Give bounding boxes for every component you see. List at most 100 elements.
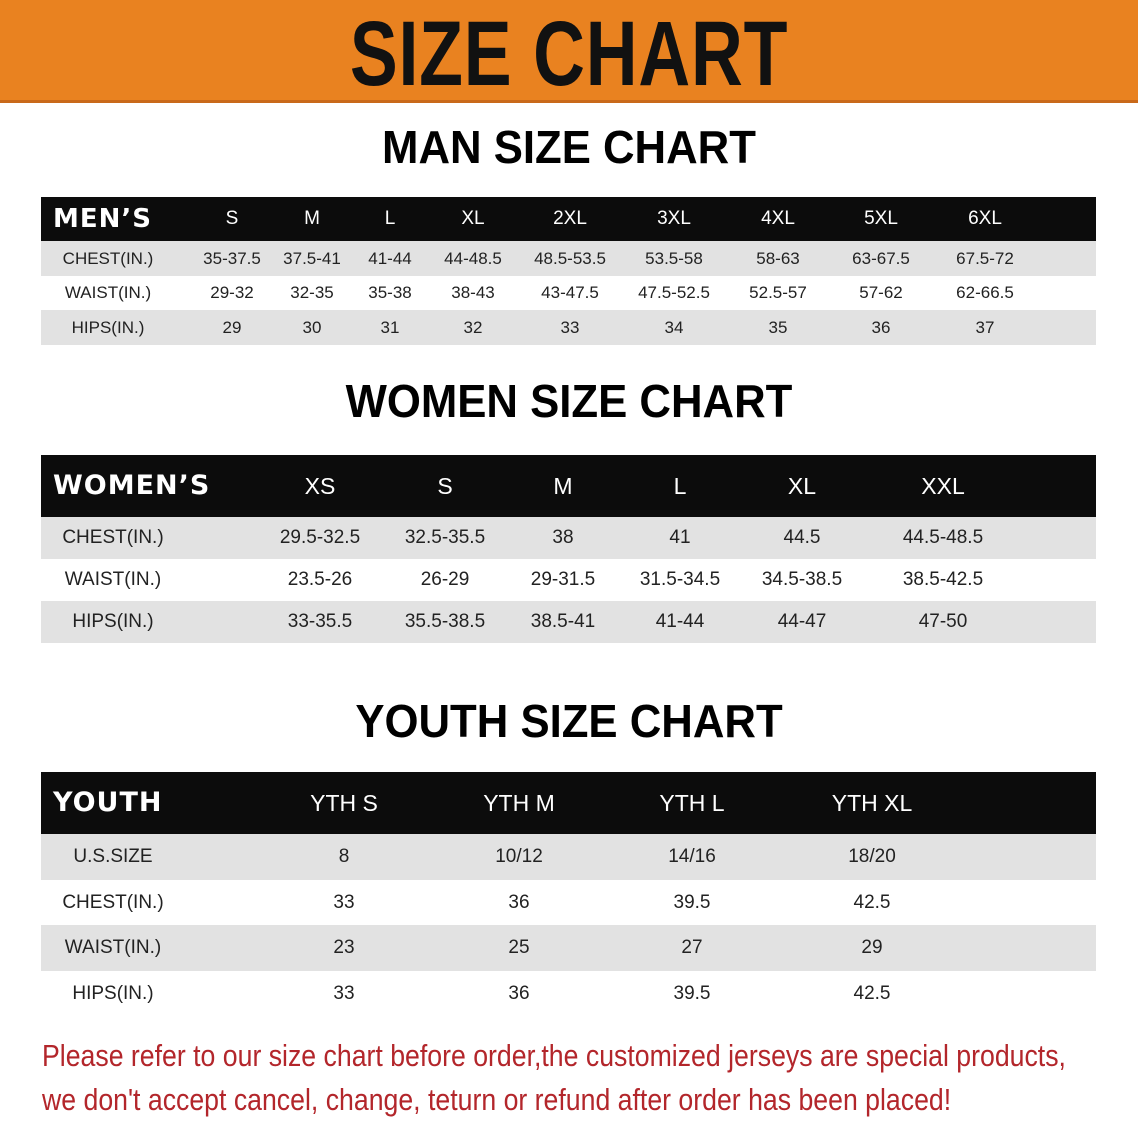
table-cell: 39.5: [673, 982, 711, 1004]
table-cell: 38-43: [451, 283, 495, 303]
row-label: WAIST(IN.): [64, 569, 162, 591]
table-cell: 29: [861, 937, 883, 959]
size-column-header: M: [553, 472, 573, 499]
table-row: HIPS(IN.) 29 30 31 32 33 34 35 36 37: [41, 310, 1096, 345]
women-header-label: WOMEN’S: [53, 470, 211, 502]
table-cell: 52.5-57: [749, 283, 807, 303]
size-column-header: S: [225, 208, 239, 230]
table-cell: 39.5: [673, 891, 711, 913]
size-column-header: YTH XL: [831, 789, 913, 816]
table-cell: 38.5-42.5: [902, 569, 984, 591]
table-cell: 34: [664, 317, 684, 337]
table-row: WAIST(IN.) 23 25 27 29: [41, 925, 1096, 971]
men-section-title: MAN SIZE CHART: [382, 121, 756, 173]
table-cell: 63-67.5: [852, 248, 910, 268]
note-line-2: we don't accept cancel, change, teturn o…: [42, 1082, 952, 1117]
size-column-header: 6XL: [968, 208, 1002, 230]
table-row: U.S.SIZE 8 10/12 14/16 18/20: [41, 834, 1096, 880]
table-cell: 23: [333, 937, 355, 959]
table-cell: 33: [333, 891, 355, 913]
table-cell: 44.5-48.5: [902, 527, 984, 549]
table-cell: 31: [380, 317, 400, 337]
table-cell: 47.5-52.5: [638, 283, 710, 303]
table-row: WAIST(IN.) 23.5-26 26-29 29-31.5 31.5-34.5 34…: [41, 559, 1096, 601]
row-label: WAIST(IN.): [64, 937, 162, 959]
table-cell: 33: [333, 982, 355, 1004]
table-cell: 36: [508, 891, 530, 913]
row-label: HIPS(IN.): [71, 317, 145, 337]
table-cell: 44-48.5: [444, 248, 502, 268]
youth-size-table: YOUTH YTH S YTH M YTH L YTH XL U.S.SIZE 8 10/12…: [41, 772, 1096, 1016]
table-cell: 58-63: [756, 248, 800, 268]
row-label: WAIST(IN.): [64, 283, 152, 303]
table-cell: 35.5-38.5: [404, 611, 486, 633]
table-cell: 32: [463, 317, 483, 337]
table-cell: 29.5-32.5: [279, 527, 361, 549]
table-cell: 30: [302, 317, 322, 337]
youth-section-title: YOUTH SIZE CHART: [355, 695, 783, 747]
size-column-header: 5XL: [864, 208, 898, 230]
table-cell: 25: [508, 937, 530, 959]
row-label: CHEST(IN.): [62, 891, 164, 913]
table-cell: 26-29: [420, 569, 470, 591]
row-label: U.S.SIZE: [73, 846, 153, 868]
size-column-header: YTH M: [483, 789, 555, 816]
size-column-header: XXL: [921, 472, 965, 499]
table-cell: 38: [552, 527, 574, 549]
women-size-table: WOMEN’S XS S M L XL XXL CHEST(IN.) 29.5-32.5 32.5…: [41, 455, 1096, 643]
size-column-header: L: [673, 472, 687, 499]
table-cell: 41: [669, 527, 691, 549]
table-cell: 53.5-58: [645, 248, 703, 268]
table-cell: 42.5: [853, 982, 891, 1004]
size-column-header: L: [384, 208, 396, 230]
size-column-header: 2XL: [553, 208, 587, 230]
women-table-header: WOMEN’S XS S M L XL XXL: [41, 455, 1096, 517]
row-label: CHEST(IN.): [62, 527, 164, 549]
table-cell: 23.5-26: [287, 569, 353, 591]
table-cell: 41-44: [368, 248, 412, 268]
table-cell: 36: [508, 982, 530, 1004]
size-chart-banner: SIZE CHART: [0, 0, 1138, 105]
size-column-header: 4XL: [761, 208, 795, 230]
table-cell: 42.5: [853, 891, 891, 913]
men-size-table: MEN’S S M L XL 2XL 3XL 4XL 5XL 6XL CHEST(IN.) 35-37…: [41, 197, 1096, 345]
table-cell: 29-31.5: [530, 569, 596, 591]
row-label: HIPS(IN.): [72, 982, 154, 1004]
table-cell: 35-38: [368, 283, 412, 303]
table-cell: 38.5-41: [530, 611, 596, 633]
row-label: CHEST(IN.): [62, 248, 154, 268]
table-cell: 37.5-41: [283, 248, 341, 268]
table-cell: 35-37.5: [203, 248, 261, 268]
table-row: HIPS(IN.) 33 36 39.5 42.5: [41, 971, 1096, 1016]
table-cell: 32.5-35.5: [404, 527, 486, 549]
table-cell: 10/12: [495, 846, 543, 868]
table-cell: 67.5-72: [956, 248, 1014, 268]
table-cell: 44-47: [777, 611, 827, 633]
table-cell: 14/16: [668, 846, 716, 868]
table-cell: 8: [338, 846, 350, 868]
table-cell: 18/20: [848, 846, 896, 868]
size-column-header: XS: [304, 472, 336, 499]
table-row: CHEST(IN.) 33 36 39.5 42.5: [41, 880, 1096, 925]
table-cell: 33: [560, 317, 580, 337]
table-row: CHEST(IN.) 35-37.5 37.5-41 41-44 44-48.5 48.5…: [41, 241, 1096, 276]
table-row: CHEST(IN.) 29.5-32.5 32.5-35.5 38 41 44.5 44.5…: [41, 517, 1096, 559]
table-cell: 36: [871, 317, 891, 337]
table-cell: 41-44: [655, 611, 705, 633]
size-column-header: XL: [461, 208, 485, 230]
youth-table-header: YOUTH YTH S YTH M YTH L YTH XL: [41, 772, 1096, 834]
table-cell: 37: [975, 317, 995, 337]
banner-title: SIZE CHART: [349, 3, 789, 105]
size-column-header: XL: [787, 472, 817, 499]
size-column-header: YTH L: [659, 789, 725, 816]
table-row: HIPS(IN.) 33-35.5 35.5-38.5 38.5-41 41-44 44-…: [41, 601, 1096, 643]
table-cell: 29: [222, 317, 242, 337]
table-cell: 32-35: [290, 283, 334, 303]
table-cell: 62-66.5: [956, 283, 1014, 303]
size-column-header: S: [437, 472, 453, 499]
table-cell: 33-35.5: [287, 611, 353, 633]
table-cell: 57-62: [859, 283, 903, 303]
table-cell: 34.5-38.5: [761, 569, 843, 591]
youth-header-label: YOUTH: [53, 787, 163, 819]
men-table-header: MEN’S S M L XL 2XL 3XL 4XL 5XL 6XL: [41, 197, 1096, 241]
